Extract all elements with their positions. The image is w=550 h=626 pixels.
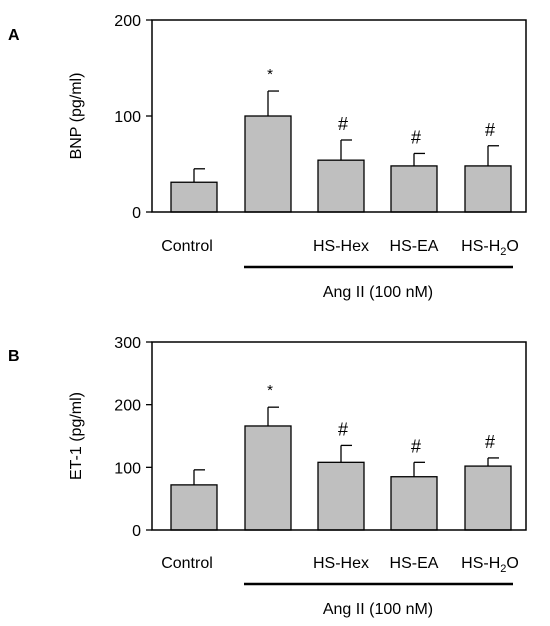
panel-label: B <box>8 348 20 365</box>
bar <box>464 465 512 531</box>
category-label: Control <box>161 555 213 572</box>
bar <box>464 165 512 213</box>
significance-mark: # <box>411 436 421 456</box>
significance-mark: * <box>267 382 273 399</box>
y-axis-label: ET-1 (pg/ml) <box>68 392 85 480</box>
y-tick-label: 0 <box>132 205 141 222</box>
category-label: HS-EA <box>390 555 439 572</box>
significance-mark: # <box>411 127 421 147</box>
category-label: HS-Hex <box>313 238 369 255</box>
y-tick-label: 200 <box>114 13 141 30</box>
group-label: Ang II (100 nM) <box>323 284 433 301</box>
panel-label: A <box>8 27 20 44</box>
bar <box>170 181 218 213</box>
bar <box>244 115 292 213</box>
y-tick-label: 100 <box>114 109 141 126</box>
significance-mark: # <box>338 419 348 439</box>
category-label: HS-H2O <box>461 555 519 575</box>
y-tick-label: 0 <box>132 523 141 540</box>
significance-mark: # <box>485 120 495 140</box>
group-label: Ang II (100 nM) <box>323 601 433 618</box>
category-label: HS-H2O <box>461 238 519 258</box>
bar <box>317 461 365 531</box>
category-label: Control <box>161 238 213 255</box>
bar <box>390 476 438 531</box>
y-axis-label: BNP (pg/ml) <box>68 73 85 160</box>
significance-mark: # <box>485 432 495 452</box>
bar <box>390 165 438 213</box>
category-label: HS-Hex <box>313 555 369 572</box>
y-tick-label: 300 <box>114 335 141 352</box>
panel-a: A * # # #0 100 200 BNP (pg/ml) Control HS-Hex HS-E… <box>8 13 527 301</box>
bar <box>317 159 365 213</box>
y-tick-label: 200 <box>114 398 141 415</box>
significance-mark: # <box>338 114 348 134</box>
bar <box>170 484 218 531</box>
panel-b: B * # # #0 100 200 300 ET-1 (pg/ml) Control HS-Hex… <box>8 335 527 618</box>
significance-mark: * <box>267 66 273 83</box>
y-tick-label: 100 <box>114 460 141 477</box>
plot-frame <box>151 341 527 531</box>
bar <box>244 425 292 531</box>
category-label: HS-EA <box>390 238 439 255</box>
